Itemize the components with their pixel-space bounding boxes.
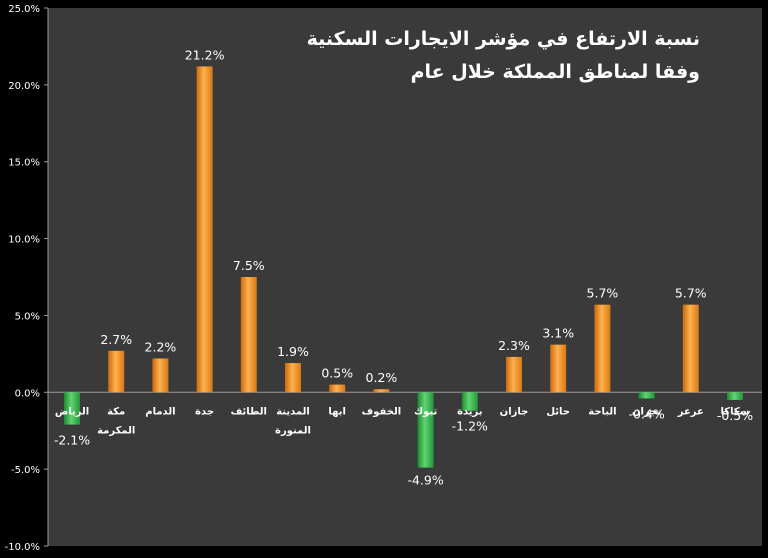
y-tick-label: -10.0%	[5, 542, 40, 553]
plot-area	[48, 8, 762, 546]
data-label: 7.5%	[233, 258, 265, 273]
category-label: الدمام	[145, 406, 175, 417]
bar	[506, 356, 522, 393]
data-label: 5.7%	[675, 286, 707, 301]
category-label: الرياض	[55, 406, 89, 417]
data-label: 2.7%	[100, 332, 132, 347]
bar	[196, 66, 213, 393]
data-labels: -2.1% 2.7% 2.2% 21.2% 7.5% 1.9% 0.5% 0.2% -4.9% -…	[54, 47, 753, 487]
category-label: الطائف	[231, 406, 267, 417]
chart-title-line2: وفقا لمناطق المملكة خلال عام	[411, 61, 700, 83]
y-tick-label: 0.0%	[15, 388, 40, 399]
category-label: مكة المكرمة	[97, 406, 135, 436]
category-label: المدينة المنورة	[275, 406, 311, 436]
bar	[594, 304, 611, 393]
category-label: جدة	[195, 406, 214, 417]
bar	[329, 384, 346, 393]
data-label: -0.5%	[717, 408, 753, 423]
data-label: -2.1%	[54, 433, 90, 448]
category-label: بريدة	[457, 406, 482, 417]
data-label: -0.4%	[628, 406, 664, 421]
chart-title-line1: نسبة الارتفاع في مؤشر الايجارات السكنية	[307, 28, 700, 50]
bar	[638, 392, 655, 399]
data-label: 1.9%	[277, 344, 309, 359]
data-label: -1.2%	[452, 419, 488, 434]
data-label: 2.3%	[498, 338, 530, 353]
category-label: الخفوف	[362, 406, 401, 417]
bar	[727, 392, 743, 400]
data-label: 0.5%	[321, 366, 353, 381]
data-label: 5.7%	[587, 286, 619, 301]
y-tick-label: 25.0%	[8, 4, 40, 15]
category-label: تبوك	[414, 406, 438, 417]
y-tick-label: 10.0%	[8, 235, 40, 246]
data-label: 21.2%	[185, 47, 225, 62]
bar	[373, 389, 390, 393]
y-tick-label: -5.0%	[11, 465, 40, 476]
data-label: 0.2%	[366, 370, 398, 385]
bars	[64, 66, 743, 468]
bar	[550, 344, 567, 393]
category-label: جازان	[500, 406, 529, 417]
bar	[240, 277, 257, 393]
bar	[461, 392, 478, 411]
bar	[417, 392, 434, 468]
category-label: حائل	[546, 406, 570, 417]
bar	[108, 350, 125, 393]
category-label: الباحة	[588, 406, 616, 417]
category-label: عرعر	[677, 406, 704, 417]
data-label: 2.2%	[145, 339, 177, 354]
category-label: ابها	[328, 406, 346, 417]
y-tick-label: 5.0%	[15, 311, 40, 322]
y-tick-label: 20.0%	[8, 81, 40, 92]
data-label: 3.1%	[542, 326, 574, 341]
data-label: -4.9%	[407, 473, 443, 488]
category-label: سكاكا	[721, 406, 750, 417]
y-tick-label: 15.0%	[8, 158, 40, 169]
category-label: نجران	[632, 406, 661, 417]
bar	[152, 358, 169, 393]
category-labels: الرياض مكة المكرمة الدمام جدة الطائف المدينة ال…	[55, 406, 750, 436]
bar	[682, 304, 699, 393]
bar	[64, 392, 80, 425]
bar	[285, 363, 301, 393]
